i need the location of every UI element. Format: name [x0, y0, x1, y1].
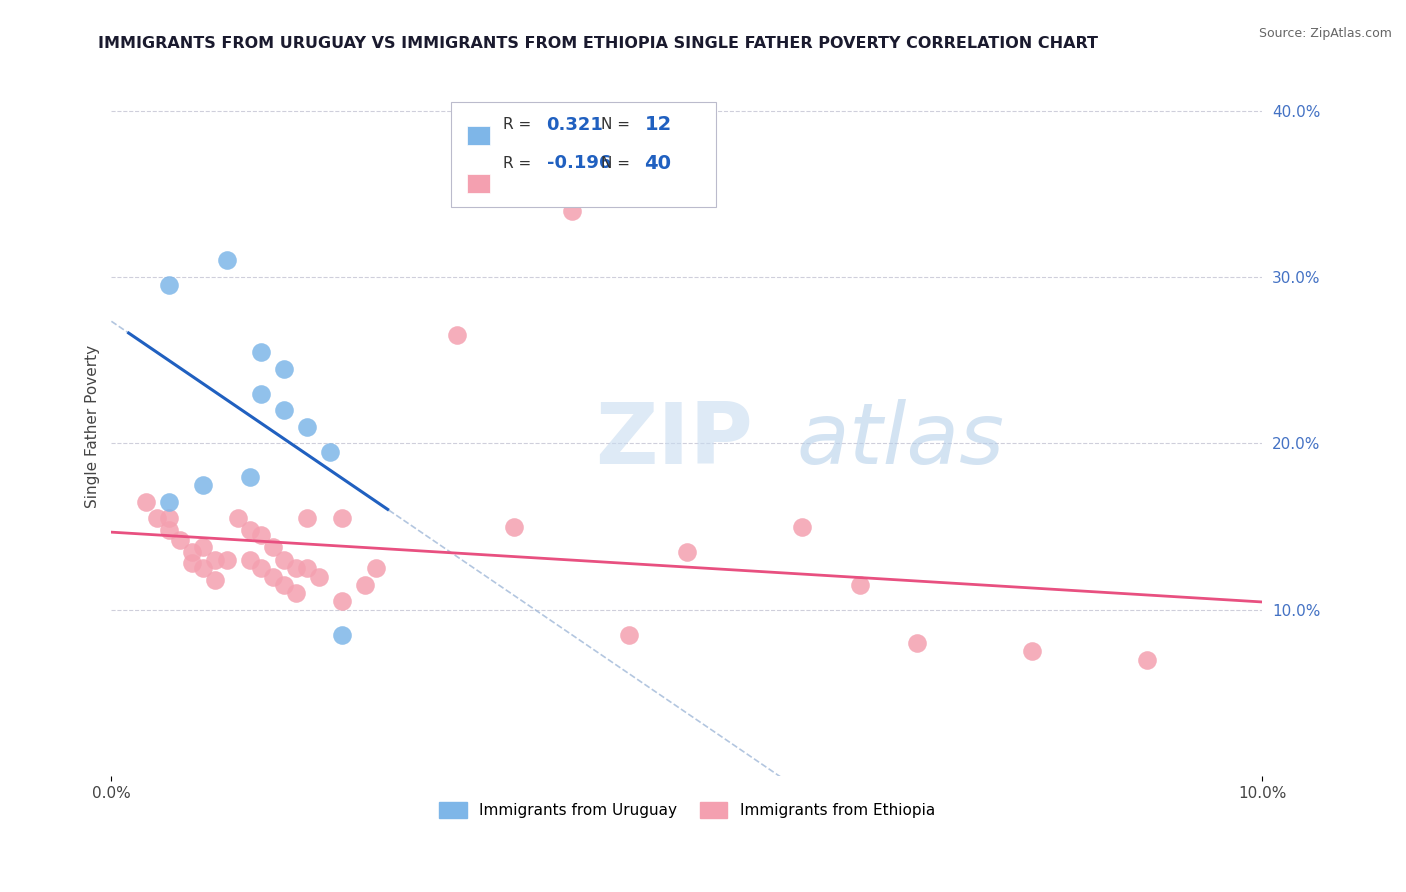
- Point: [790, 519, 813, 533]
- Point: [330, 628, 353, 642]
- Y-axis label: Single Father Poverty: Single Father Poverty: [86, 345, 100, 508]
- Text: N =: N =: [600, 118, 634, 132]
- Point: [226, 511, 249, 525]
- Point: [848, 578, 870, 592]
- Point: [250, 528, 273, 542]
- Point: [905, 636, 928, 650]
- Point: [215, 553, 238, 567]
- Point: [215, 253, 238, 268]
- FancyBboxPatch shape: [467, 175, 491, 194]
- Text: 12: 12: [644, 115, 672, 135]
- Point: [1021, 644, 1043, 658]
- Point: [295, 511, 318, 525]
- Point: [157, 494, 180, 508]
- Point: [295, 419, 318, 434]
- Point: [262, 569, 284, 583]
- Point: [238, 553, 260, 567]
- Point: [157, 511, 180, 525]
- Point: [319, 444, 342, 458]
- Point: [204, 553, 226, 567]
- Point: [238, 523, 260, 537]
- Point: [561, 203, 583, 218]
- FancyBboxPatch shape: [451, 102, 716, 207]
- Point: [676, 544, 699, 558]
- Point: [157, 278, 180, 293]
- Point: [193, 540, 215, 554]
- Point: [353, 578, 375, 592]
- Point: [273, 403, 295, 417]
- Point: [181, 556, 204, 570]
- Text: Source: ZipAtlas.com: Source: ZipAtlas.com: [1258, 27, 1392, 40]
- Point: [250, 561, 273, 575]
- Point: [250, 345, 273, 359]
- Point: [330, 594, 353, 608]
- Point: [503, 519, 526, 533]
- Text: N =: N =: [600, 156, 634, 171]
- Point: [146, 511, 169, 525]
- Legend: Immigrants from Uruguay, Immigrants from Ethiopia: Immigrants from Uruguay, Immigrants from…: [433, 797, 941, 824]
- Point: [262, 540, 284, 554]
- Point: [330, 511, 353, 525]
- Text: 40: 40: [644, 154, 671, 173]
- Text: 0.321: 0.321: [547, 116, 603, 134]
- Point: [446, 328, 468, 343]
- Point: [273, 553, 295, 567]
- Text: IMMIGRANTS FROM URUGUAY VS IMMIGRANTS FROM ETHIOPIA SINGLE FATHER POVERTY CORREL: IMMIGRANTS FROM URUGUAY VS IMMIGRANTS FR…: [98, 36, 1098, 51]
- Point: [135, 494, 157, 508]
- Point: [366, 561, 388, 575]
- Text: R =: R =: [503, 156, 536, 171]
- FancyBboxPatch shape: [467, 126, 491, 145]
- Point: [284, 561, 307, 575]
- Point: [193, 478, 215, 492]
- Point: [619, 628, 641, 642]
- Point: [181, 544, 204, 558]
- Point: [273, 578, 295, 592]
- Point: [295, 561, 318, 575]
- Point: [169, 533, 191, 547]
- Point: [238, 469, 260, 483]
- Point: [204, 573, 226, 587]
- Point: [1136, 653, 1159, 667]
- Text: -0.196: -0.196: [547, 154, 610, 172]
- Point: [273, 361, 295, 376]
- Text: atlas: atlas: [796, 400, 1004, 483]
- Text: R =: R =: [503, 118, 536, 132]
- Point: [308, 569, 330, 583]
- Point: [193, 561, 215, 575]
- Point: [157, 523, 180, 537]
- Text: ZIP: ZIP: [595, 400, 752, 483]
- Point: [284, 586, 307, 600]
- Point: [250, 386, 273, 401]
